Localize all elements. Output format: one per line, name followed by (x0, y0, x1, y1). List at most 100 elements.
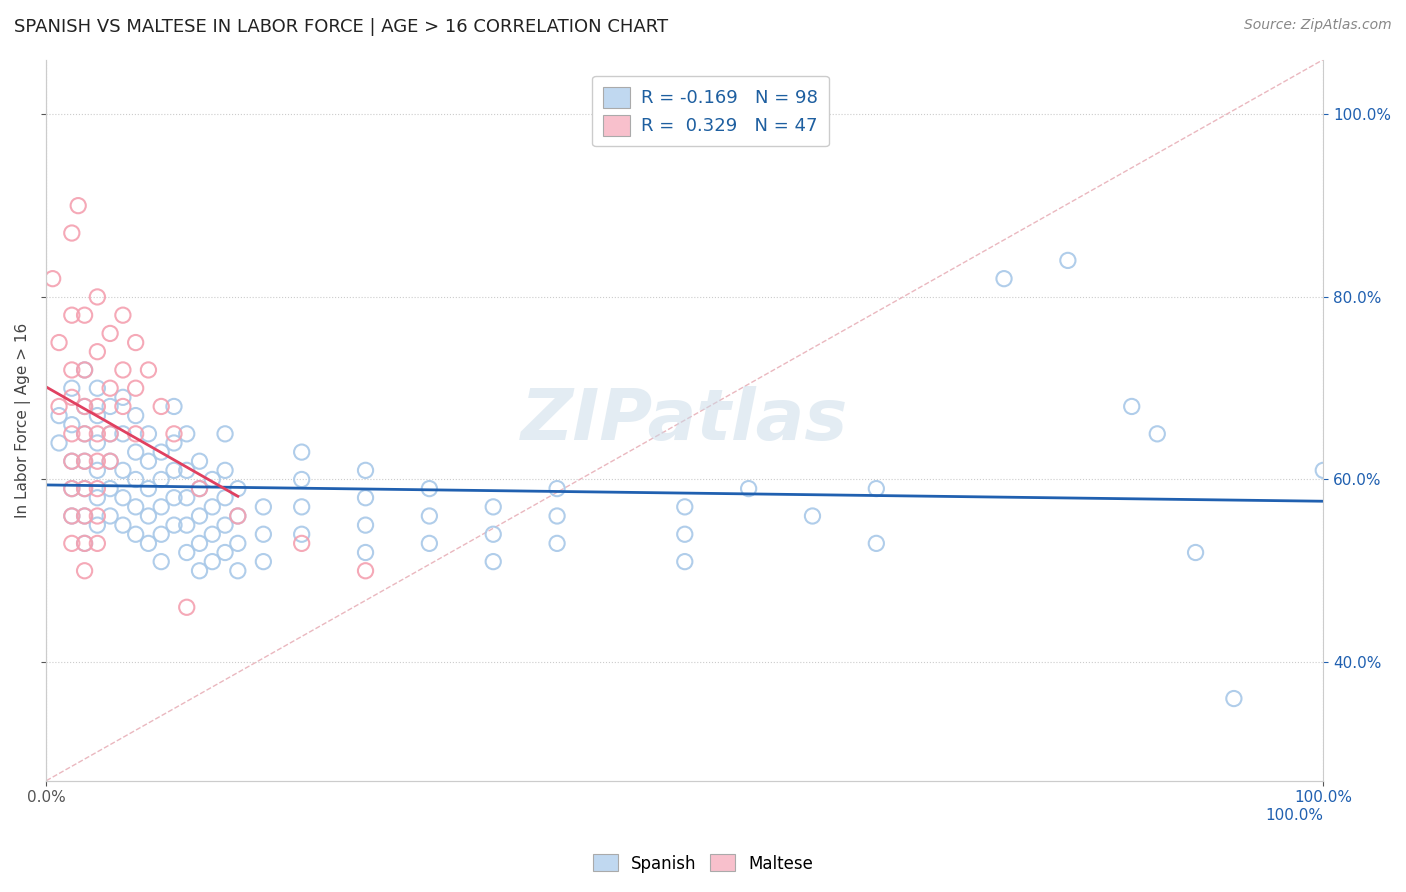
Point (86, 508, 108, 523)
Point (73, 508, 96, 523)
Point (201, 473, 224, 487)
Point (252, 500, 274, 514)
Point (138, 363, 160, 377)
Point (201, 527, 224, 541)
Point (163, 518, 186, 533)
Point (48, 400, 70, 414)
Point (163, 400, 186, 414)
Point (86, 482, 108, 496)
Point (291, 536, 314, 550)
Point (214, 518, 236, 533)
Point (138, 536, 160, 550)
Point (482, 527, 505, 541)
Point (60, 363, 83, 377)
Legend: Spanish, Maltese: Spanish, Maltese (586, 847, 820, 880)
Point (291, 500, 314, 514)
Point (86, 426, 108, 441)
Point (73, 454, 96, 468)
Point (60, 536, 83, 550)
Point (163, 491, 186, 505)
Point (73, 564, 96, 578)
Point (86, 454, 108, 468)
Point (60, 417, 83, 432)
Point (201, 500, 224, 514)
Point (73, 482, 96, 496)
Point (98, 326, 121, 341)
Point (214, 491, 236, 505)
Point (188, 454, 211, 468)
Point (60, 508, 83, 523)
Point (150, 445, 173, 459)
Point (98, 426, 121, 441)
Point (73, 426, 96, 441)
Point (546, 536, 568, 550)
Point (546, 508, 568, 523)
Point (673, 555, 696, 569)
Point (73, 308, 96, 322)
Point (98, 482, 121, 496)
Point (111, 426, 134, 441)
Point (354, 491, 377, 505)
Point (176, 491, 198, 505)
Point (111, 463, 134, 477)
Point (60, 482, 83, 496)
Point (111, 390, 134, 404)
Point (150, 500, 173, 514)
Point (214, 426, 236, 441)
Point (354, 518, 377, 533)
Point (188, 508, 211, 523)
Point (214, 545, 236, 559)
Point (124, 335, 146, 350)
Point (124, 445, 146, 459)
Point (86, 400, 108, 414)
Point (176, 518, 198, 533)
Point (226, 508, 249, 523)
Text: Source: ZipAtlas.com: Source: ZipAtlas.com (1244, 18, 1392, 32)
Point (993, 271, 1015, 285)
Point (176, 545, 198, 559)
Point (214, 463, 236, 477)
Point (98, 381, 121, 395)
Point (138, 426, 160, 441)
Point (73, 400, 96, 414)
Point (188, 482, 211, 496)
Point (73, 454, 96, 468)
Text: ZIPatlas: ZIPatlas (522, 385, 848, 455)
Point (418, 508, 440, 523)
Point (86, 491, 108, 505)
Point (73, 426, 96, 441)
Point (60, 226, 83, 240)
Point (176, 600, 198, 615)
Point (252, 555, 274, 569)
Point (60, 454, 83, 468)
Point (354, 564, 377, 578)
Point (60, 508, 83, 523)
Point (86, 290, 108, 304)
Y-axis label: In Labor Force | Age > 16: In Labor Force | Age > 16 (15, 323, 31, 517)
Point (60, 426, 83, 441)
Point (86, 344, 108, 359)
Point (176, 463, 198, 477)
Point (111, 400, 134, 414)
Point (73, 508, 96, 523)
Point (163, 426, 186, 441)
Point (150, 555, 173, 569)
Point (98, 400, 121, 414)
Point (60, 482, 83, 496)
Point (67, 199, 90, 213)
Point (41, 271, 63, 285)
Point (60, 381, 83, 395)
Point (226, 536, 249, 550)
Point (482, 555, 505, 569)
Point (138, 508, 160, 523)
Point (124, 381, 146, 395)
Point (86, 518, 108, 533)
Point (124, 426, 146, 441)
Point (73, 536, 96, 550)
Point (73, 536, 96, 550)
Point (188, 482, 211, 496)
Point (1057, 253, 1080, 268)
Point (252, 527, 274, 541)
Point (865, 536, 887, 550)
Text: SPANISH VS MALTESE IN LABOR FORCE | AGE > 16 CORRELATION CHART: SPANISH VS MALTESE IN LABOR FORCE | AGE … (14, 18, 668, 36)
